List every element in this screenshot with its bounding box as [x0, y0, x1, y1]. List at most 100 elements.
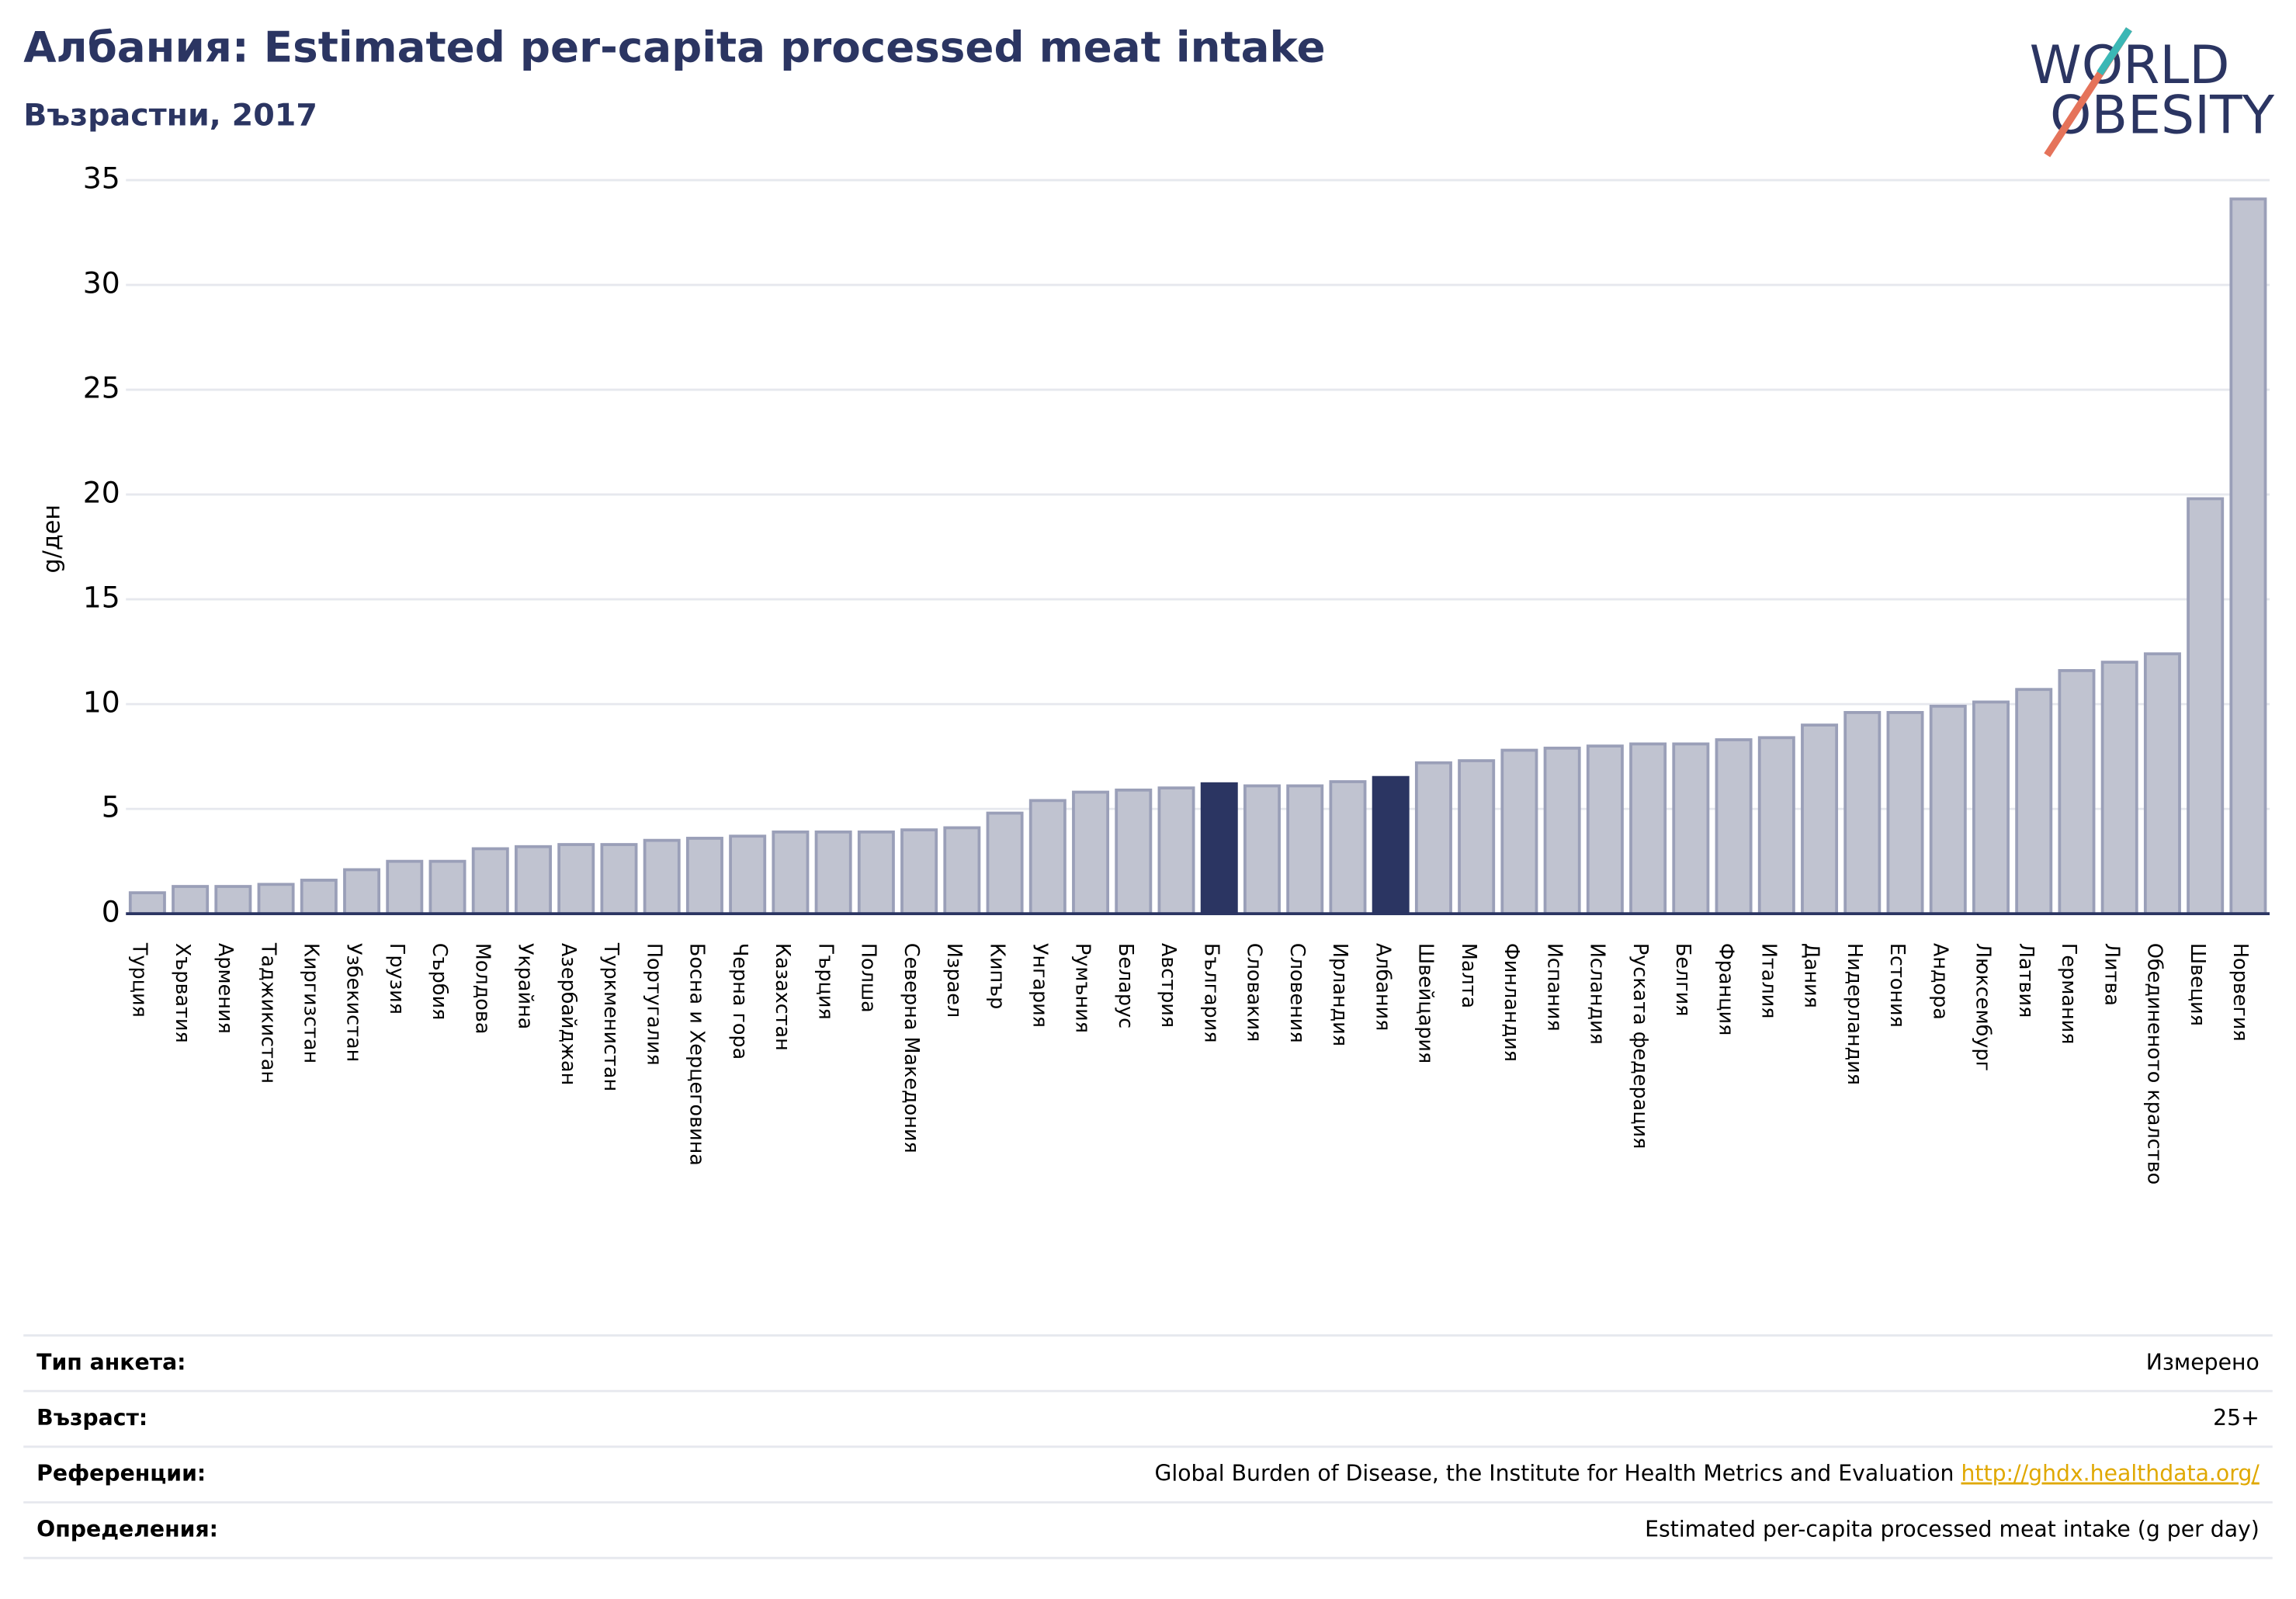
- row-value: Измерено: [2146, 1349, 2260, 1375]
- bar: [857, 830, 895, 916]
- x-tick-label: Румъния: [1071, 943, 1094, 1033]
- x-tick-label: Украйна: [514, 943, 537, 1029]
- row-value-text: 25+: [2213, 1405, 2260, 1431]
- bar: [1843, 711, 1882, 916]
- bar: [1972, 700, 2010, 916]
- bar: [772, 830, 810, 916]
- bar: [128, 891, 166, 916]
- x-tick-label: Швеция: [2186, 943, 2209, 1026]
- bar: [1157, 786, 1195, 916]
- bar: [557, 843, 595, 916]
- bar: [814, 830, 852, 916]
- x-tick-label: Австрия: [1157, 943, 1180, 1028]
- x-tick-label: Сърбия: [428, 943, 451, 1020]
- bar: [1801, 723, 1839, 916]
- bar: [2187, 497, 2225, 916]
- x-tick-label: Хърватия: [171, 943, 194, 1043]
- row-label: Тип анкета:: [36, 1349, 186, 1375]
- x-tick-label: Малта: [1457, 943, 1480, 1008]
- x-tick-label: Турция: [128, 942, 151, 1018]
- x-tick-label: Словакия: [1243, 943, 1266, 1042]
- x-tick-label: Беларус: [1114, 943, 1137, 1028]
- x-tick-label: Андора: [1928, 943, 1951, 1020]
- bar: [214, 885, 252, 916]
- x-tick-label: Азербайджан: [557, 943, 580, 1085]
- bar: [2100, 661, 2138, 916]
- bar: [1715, 738, 1753, 916]
- x-tick-label: Португалия: [642, 943, 665, 1066]
- x-tick-label: Дания: [1800, 943, 1823, 1008]
- x-tick-label: Руската федерация: [1628, 943, 1652, 1150]
- x-tick-label: Обединеното кралство: [2143, 943, 2166, 1185]
- bar: [1757, 736, 1795, 916]
- bar: [1329, 780, 1367, 916]
- y-tick-label: 5: [102, 790, 120, 824]
- x-tick-label: Казахстан: [771, 943, 794, 1051]
- row-value-text: Estimated per-capita processed meat inta…: [1645, 1516, 2260, 1542]
- bar: [257, 883, 295, 916]
- bar: [2015, 688, 2053, 916]
- bar: [471, 847, 509, 916]
- x-tick-label: Литва: [2100, 943, 2123, 1006]
- bar: [1672, 742, 1710, 916]
- bar: [986, 811, 1024, 916]
- x-tick-label: Киргизстан: [299, 943, 322, 1063]
- bar: [1028, 799, 1066, 916]
- chart-title: Албания: Estimated per-capita processed …: [23, 22, 1325, 71]
- y-axis-label: g/ден: [38, 505, 65, 573]
- row-link[interactable]: http://ghdx.healthdata.org/: [1961, 1461, 2260, 1486]
- logo-slash: [2097, 27, 2132, 75]
- bar: [1414, 761, 1452, 916]
- y-tick-label: 20: [83, 476, 120, 510]
- row-label: Определения:: [36, 1516, 218, 1542]
- x-tick-label: Франция: [1714, 943, 1737, 1035]
- x-tick-label: Белгия: [1671, 943, 1694, 1017]
- bar: [1929, 704, 1967, 916]
- x-tick-label: Швейцария: [1414, 943, 1438, 1063]
- row-value: 25+: [2213, 1405, 2260, 1431]
- bar: [386, 859, 424, 916]
- x-tick-label: Испания: [1542, 943, 1566, 1032]
- bar: [1543, 746, 1581, 916]
- x-tick-label: Албания: [1371, 943, 1394, 1031]
- bar: [2229, 197, 2267, 916]
- bar: [343, 868, 381, 916]
- bar: [428, 859, 466, 916]
- bar: [1372, 775, 1410, 916]
- row-label: Референции:: [36, 1461, 206, 1486]
- bar: [1500, 748, 1538, 916]
- x-tick-label: Финландия: [1500, 943, 1523, 1062]
- bar: [2058, 669, 2096, 916]
- x-tick-label: Черна гора: [728, 943, 751, 1060]
- bar: [1200, 782, 1238, 916]
- bar: [643, 838, 681, 916]
- x-tick-label: Северна Македония: [900, 943, 923, 1153]
- bar: [1115, 788, 1153, 916]
- x-tick-label: Туркменистан: [599, 942, 623, 1091]
- bar: [1072, 790, 1110, 916]
- x-tick-label: Грузия: [385, 943, 408, 1015]
- row-value-text: Измерено: [2146, 1349, 2260, 1375]
- x-tick-label: Израел: [942, 943, 966, 1018]
- x-tick-label: Босна и Херцеговина: [685, 943, 709, 1166]
- x-tick-label: Узбекистан: [342, 943, 366, 1062]
- bar: [515, 845, 552, 916]
- bar: [1629, 742, 1667, 916]
- bar: [300, 879, 338, 916]
- x-tick-label: Молдова: [470, 943, 494, 1035]
- x-tick-label: Унгария: [1028, 943, 1051, 1028]
- bar: [1586, 744, 1624, 916]
- y-tick-label: 15: [83, 581, 120, 615]
- y-tick-label: 0: [102, 895, 120, 929]
- bar: [900, 828, 938, 916]
- x-tick-label: Гърция: [813, 943, 837, 1020]
- bar: [1458, 759, 1496, 916]
- x-tick-label: Люксембург: [1972, 943, 1995, 1071]
- bar: [729, 834, 767, 916]
- x-tick-label: Германия: [2057, 943, 2080, 1045]
- x-tick-label: Исландия: [1586, 943, 1609, 1045]
- x-tick-label: Норвегия: [2228, 943, 2252, 1042]
- chart-subtitle: Възрастни, 2017: [23, 97, 317, 133]
- bar: [1243, 784, 1281, 916]
